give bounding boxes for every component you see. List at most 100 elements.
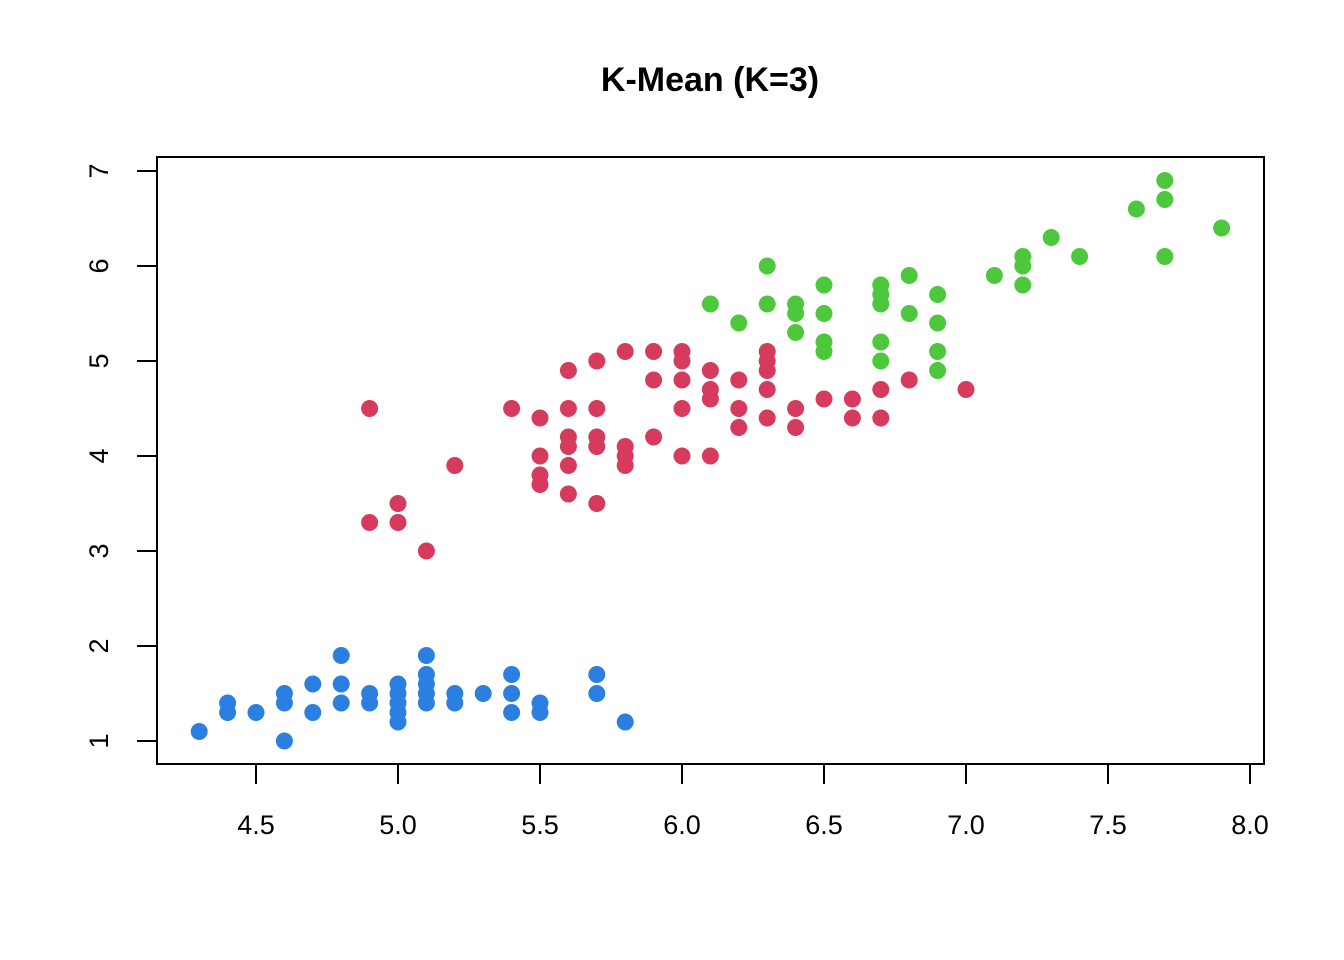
x-tick-label: 4.5 — [237, 810, 275, 840]
data-point-cluster-1 — [275, 732, 293, 750]
data-point-cluster-3 — [787, 324, 805, 341]
data-point-cluster-3 — [872, 295, 890, 313]
data-point-cluster-1 — [332, 675, 350, 693]
data-point-cluster-1 — [190, 723, 208, 740]
chart-title: K-Mean (K=3) — [601, 61, 819, 99]
data-point-cluster-3 — [815, 343, 833, 360]
data-point-cluster-1 — [588, 666, 606, 683]
data-point-cluster-2 — [730, 400, 748, 417]
x-tick-label: 7.5 — [1089, 810, 1127, 840]
data-point-cluster-2 — [957, 381, 975, 398]
data-point-cluster-2 — [559, 400, 577, 417]
data-point-cluster-2 — [503, 400, 521, 417]
data-point-cluster-2 — [730, 371, 748, 389]
data-point-cluster-3 — [730, 314, 748, 332]
data-point-cluster-2 — [701, 362, 719, 379]
data-point-cluster-2 — [645, 343, 663, 360]
data-point-cluster-3 — [1127, 200, 1145, 218]
data-point-cluster-1 — [503, 704, 521, 721]
data-point-cluster-2 — [758, 362, 776, 379]
y-tick-label: 6 — [84, 258, 114, 273]
data-point-cluster-1 — [304, 704, 322, 721]
data-point-cluster-1 — [219, 704, 237, 721]
data-point-cluster-1 — [332, 647, 350, 664]
data-point-cluster-2 — [872, 381, 890, 398]
data-point-cluster-2 — [417, 542, 435, 560]
data-point-cluster-2 — [531, 476, 549, 493]
data-point-cluster-2 — [673, 352, 691, 370]
data-point-cluster-2 — [843, 390, 861, 408]
data-point-cluster-2 — [758, 409, 776, 427]
x-tick-label: 6.5 — [805, 810, 843, 840]
data-point-cluster-1 — [588, 685, 606, 702]
data-point-cluster-3 — [985, 267, 1003, 284]
data-point-cluster-2 — [900, 371, 918, 389]
data-point-cluster-1 — [503, 685, 521, 702]
data-point-cluster-2 — [588, 400, 606, 417]
data-point-cluster-3 — [815, 305, 833, 322]
data-point-cluster-2 — [559, 457, 577, 474]
x-axis: 4.5 5.0 5.5 6.0 6.5 7.0 7.5 8.0 — [237, 763, 1269, 840]
data-point-cluster-2 — [588, 352, 606, 370]
data-point-cluster-3 — [1156, 172, 1174, 189]
data-point-cluster-2 — [787, 400, 805, 417]
data-point-cluster-2 — [701, 390, 719, 408]
y-tick-label: 4 — [84, 448, 114, 463]
data-point-cluster-1 — [417, 647, 435, 664]
data-point-cluster-2 — [673, 371, 691, 389]
data-point-cluster-2 — [843, 409, 861, 427]
data-point-cluster-3 — [1014, 276, 1032, 294]
data-point-cluster-1 — [446, 694, 464, 712]
x-tick-label: 5.0 — [379, 810, 417, 840]
data-point-cluster-2 — [361, 400, 379, 417]
data-point-cluster-3 — [1071, 248, 1089, 265]
data-point-cluster-3 — [1156, 191, 1174, 208]
data-points — [190, 172, 1231, 750]
x-tick-label: 6.0 — [663, 810, 701, 840]
data-point-cluster-3 — [1014, 257, 1032, 275]
data-point-cluster-2 — [559, 438, 577, 455]
data-point-cluster-2 — [787, 419, 805, 436]
data-point-cluster-3 — [872, 352, 890, 370]
data-point-cluster-1 — [389, 713, 407, 731]
data-point-cluster-1 — [332, 694, 350, 712]
data-point-cluster-2 — [531, 409, 549, 427]
data-point-cluster-2 — [446, 457, 464, 474]
data-point-cluster-1 — [275, 694, 293, 712]
data-point-cluster-3 — [758, 257, 776, 275]
data-point-cluster-2 — [645, 428, 663, 446]
data-point-cluster-3 — [900, 305, 918, 322]
data-point-cluster-2 — [872, 409, 890, 427]
data-point-cluster-2 — [645, 371, 663, 389]
data-point-cluster-3 — [929, 343, 947, 360]
y-tick-label: 3 — [84, 543, 114, 558]
data-point-cluster-3 — [929, 362, 947, 379]
data-point-cluster-3 — [701, 295, 719, 313]
data-point-cluster-3 — [1042, 229, 1060, 246]
y-tick-label: 5 — [84, 353, 114, 368]
x-tick-label: 8.0 — [1231, 810, 1269, 840]
data-point-cluster-1 — [417, 694, 435, 712]
data-point-cluster-3 — [872, 333, 890, 351]
data-point-cluster-2 — [701, 447, 719, 465]
data-point-cluster-3 — [758, 295, 776, 313]
data-point-cluster-2 — [531, 447, 549, 465]
data-point-cluster-1 — [247, 704, 265, 721]
data-point-cluster-1 — [503, 666, 521, 683]
data-point-cluster-2 — [673, 400, 691, 417]
data-point-cluster-3 — [1156, 248, 1174, 265]
data-point-cluster-2 — [730, 419, 748, 436]
data-point-cluster-3 — [900, 267, 918, 284]
data-point-cluster-2 — [389, 495, 407, 512]
data-point-cluster-1 — [361, 694, 379, 712]
data-point-cluster-2 — [815, 390, 833, 408]
data-point-cluster-1 — [616, 713, 634, 731]
y-tick-label: 7 — [84, 163, 114, 178]
x-tick-label: 5.5 — [521, 810, 559, 840]
x-tick-label: 7.0 — [947, 810, 985, 840]
data-point-cluster-3 — [929, 314, 947, 332]
data-point-cluster-1 — [304, 675, 322, 693]
data-point-cluster-3 — [929, 286, 947, 303]
data-point-cluster-1 — [531, 704, 549, 721]
data-point-cluster-3 — [1213, 219, 1231, 237]
